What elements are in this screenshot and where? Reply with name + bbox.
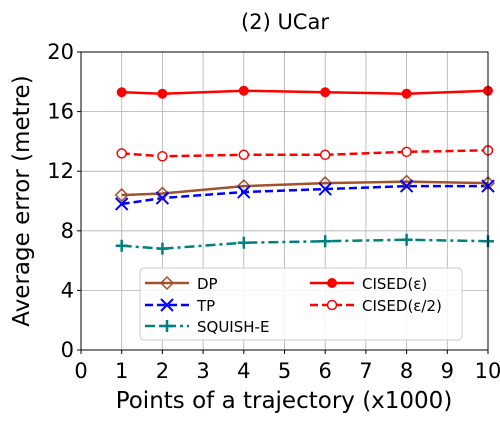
data-point <box>155 191 170 205</box>
x-tick-label: 8 <box>400 359 413 383</box>
data-point <box>400 233 413 246</box>
legend-marker <box>326 299 338 311</box>
legend-marker <box>160 298 174 312</box>
data-point <box>399 174 414 189</box>
data-point <box>238 149 250 161</box>
legend: DP TP SQUISH-E CISED(ε) CISED(ε/2) <box>139 267 463 341</box>
data-point <box>156 242 169 255</box>
chart-title: (2) UCar <box>241 10 329 34</box>
x-tick-label: 2 <box>156 359 169 383</box>
data-point <box>237 236 250 249</box>
legend-label: TP <box>196 297 215 315</box>
series-line <box>121 149 489 158</box>
data-point <box>319 149 331 161</box>
legend-marker <box>327 278 337 288</box>
y-tick-label: 12 <box>47 159 74 183</box>
x-tick-label: 4 <box>237 359 250 383</box>
data-point <box>157 88 168 99</box>
legend-label: SQUISH-E <box>197 318 269 336</box>
series-line <box>121 184 488 206</box>
data-point <box>155 186 170 201</box>
legend-box <box>139 267 463 341</box>
data-point <box>114 197 129 211</box>
y-axis: 0 4 8 12 16 20 <box>47 40 81 362</box>
legend-label: CISED(ε/2) <box>362 297 442 315</box>
data-point <box>238 85 249 96</box>
x-tick-label: 7 <box>359 359 372 383</box>
series-line <box>121 238 489 250</box>
data-point <box>157 151 168 162</box>
x-axis-label: Points of a trajectory (x1000) <box>116 388 453 414</box>
x-tick-label: 0 <box>74 359 87 383</box>
x-tick-label: 5 <box>278 359 291 383</box>
data-point <box>114 187 129 203</box>
x-axis: 0 1 2 3 4 5 6 7 8 9 10 <box>74 350 500 383</box>
data-point <box>116 87 127 98</box>
data-point <box>401 146 412 158</box>
x-tick-label: 6 <box>319 359 332 383</box>
data-point <box>320 87 331 98</box>
data-point <box>237 185 251 199</box>
data-point <box>318 182 332 196</box>
y-tick-label: 0 <box>61 338 74 362</box>
legend-marker <box>159 275 175 291</box>
legend-label: CISED(ε) <box>362 275 427 293</box>
data-point <box>115 239 128 252</box>
x-tick-label: 3 <box>196 359 209 383</box>
y-tick-label: 4 <box>61 278 74 302</box>
x-tick-label: 10 <box>475 359 500 383</box>
data-point <box>319 235 332 248</box>
y-tick-label: 8 <box>61 219 74 243</box>
series-line <box>121 89 489 95</box>
x-tick-label: 9 <box>441 359 454 383</box>
legend-label: DP <box>197 275 218 293</box>
y-tick-label: 20 <box>47 40 74 64</box>
legend-marker <box>161 320 173 332</box>
y-axis-label: Average error (metre) <box>9 75 35 326</box>
x-tick-label: 1 <box>115 359 128 383</box>
data-point <box>399 179 414 193</box>
data-point <box>401 88 412 99</box>
series-markers <box>114 85 496 255</box>
y-tick-label: 16 <box>47 100 74 124</box>
data-point <box>116 148 127 159</box>
